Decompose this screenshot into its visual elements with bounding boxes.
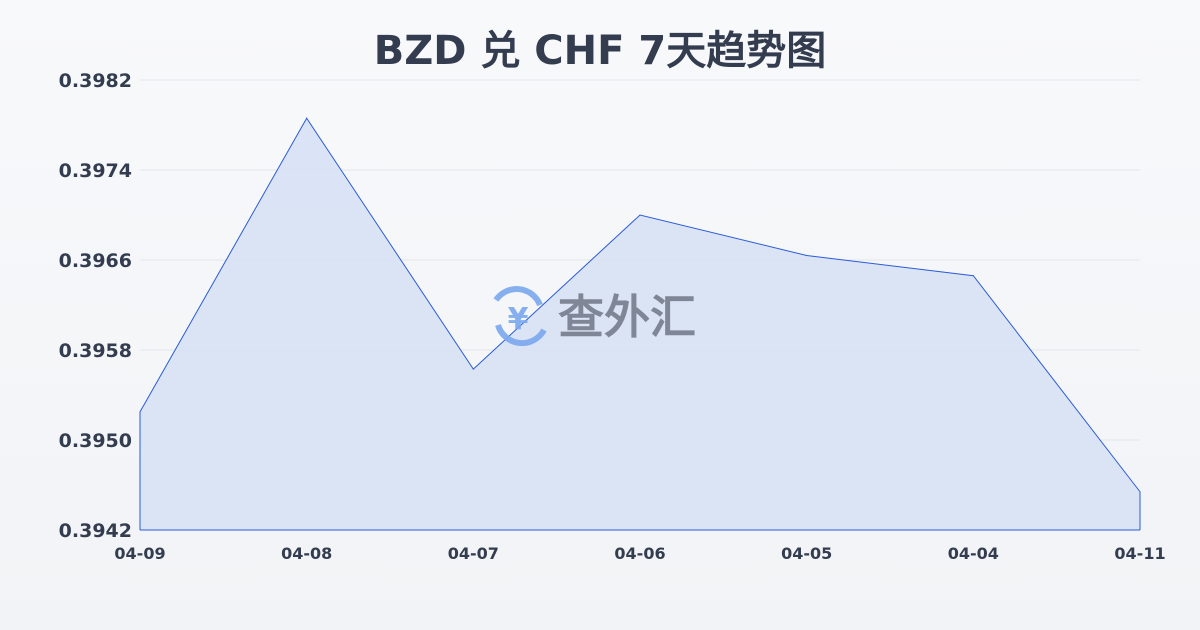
data-point <box>139 411 141 413</box>
x-tick-label: 04-04 <box>948 544 999 563</box>
y-tick-label: 0.3966 <box>59 250 132 272</box>
y-tick-label: 0.3942 <box>59 520 132 542</box>
data-point <box>639 214 641 216</box>
x-tick-label: 04-05 <box>781 544 832 563</box>
y-tick-label: 0.3950 <box>59 430 132 452</box>
svg-text:查外汇: 查外汇 <box>558 290 696 344</box>
y-tick-label: 0.3982 <box>59 70 132 92</box>
svg-text:¥: ¥ <box>508 302 529 337</box>
x-tick-label: 04-07 <box>448 544 499 563</box>
data-point <box>1139 491 1141 493</box>
chart-title: BZD 兑 CHF 7天趋势图 <box>373 28 827 74</box>
x-tick-label: 04-09 <box>114 544 165 563</box>
y-tick-label: 0.3974 <box>59 160 132 182</box>
x-tick-label: 04-11 <box>1114 544 1165 563</box>
area-fill <box>140 118 1140 530</box>
data-point <box>472 368 474 370</box>
yen-exchange-icon <box>493 286 543 307</box>
y-tick-label: 0.3958 <box>59 340 132 362</box>
x-tick-label: 04-08 <box>281 544 332 563</box>
data-point <box>806 255 808 256</box>
data-point <box>306 117 308 119</box>
data-point <box>972 275 974 277</box>
x-tick-label: 04-06 <box>614 544 665 563</box>
watermark-logo: ¥ 查外汇 <box>493 286 696 347</box>
